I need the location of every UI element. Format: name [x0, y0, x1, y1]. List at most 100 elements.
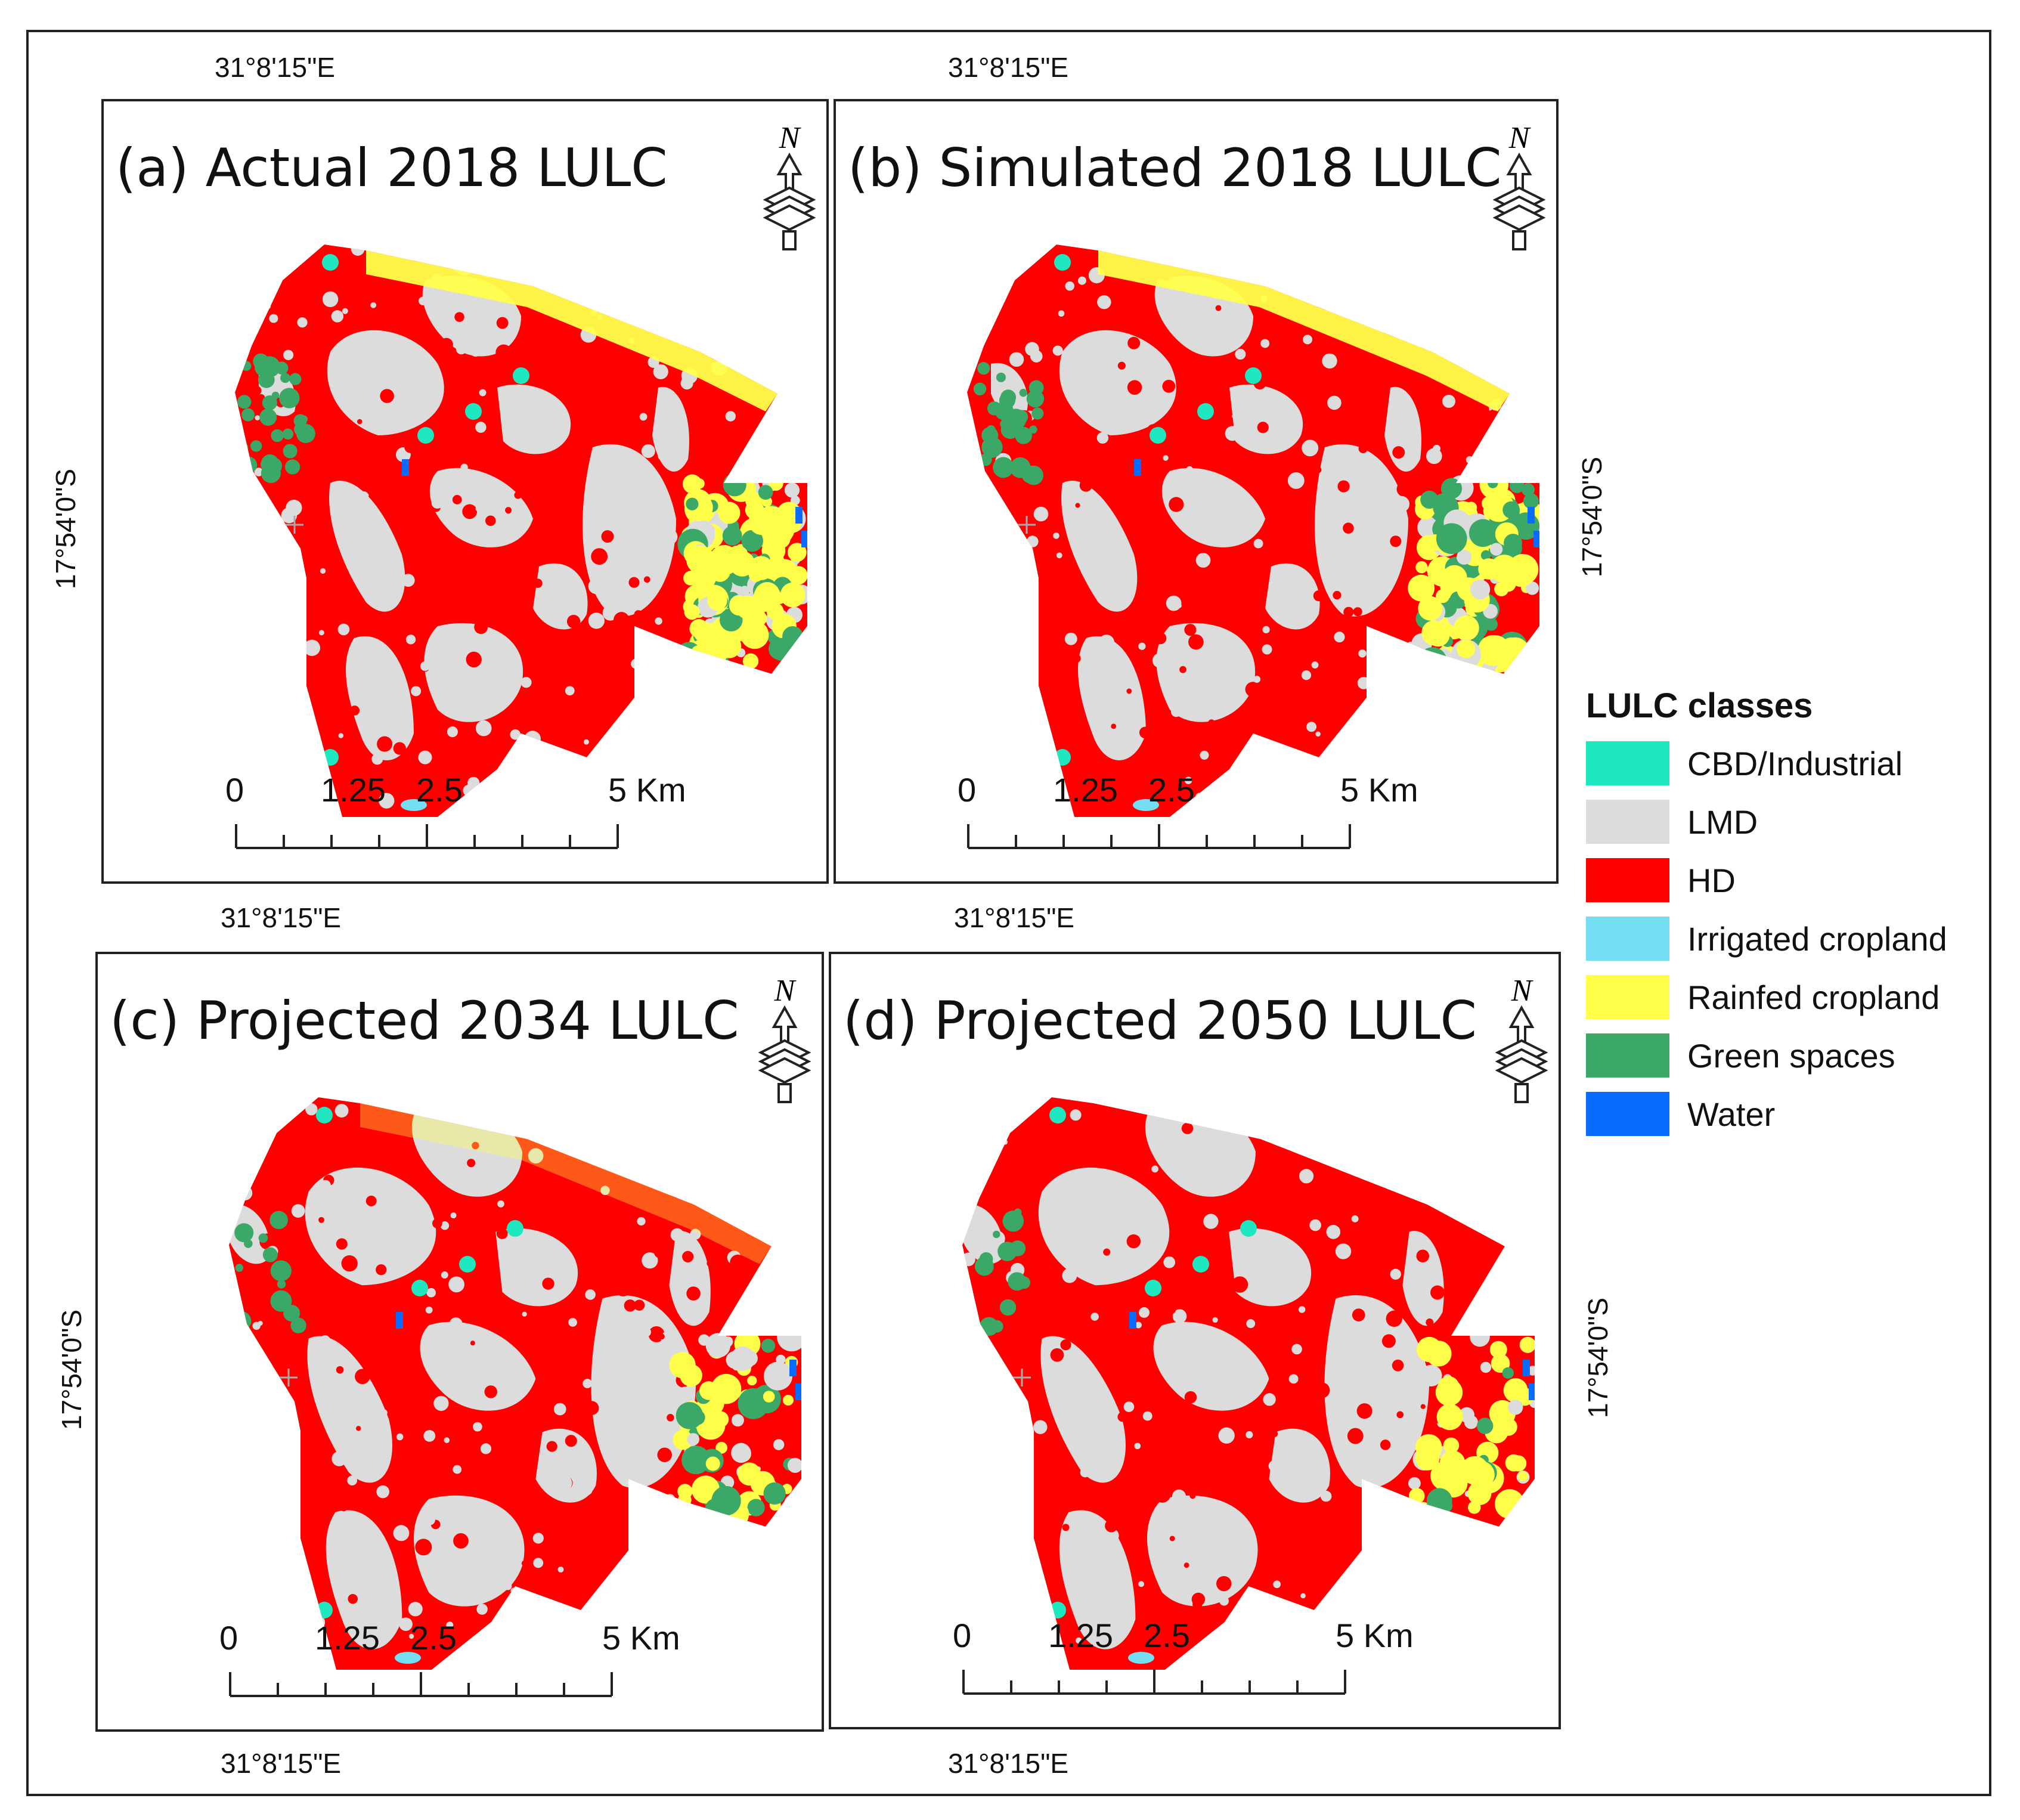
class-speckle — [466, 651, 482, 668]
class-speckle — [1523, 469, 1535, 481]
class-speckle — [441, 1563, 457, 1579]
class-speckle — [331, 378, 345, 392]
class-speckle — [1312, 1102, 1322, 1111]
class-speckle — [553, 246, 565, 258]
class-speckle — [282, 1391, 299, 1407]
class-speckle — [1192, 327, 1204, 339]
class-cropland-patch — [761, 1339, 776, 1353]
class-speckle — [972, 722, 985, 735]
class-green-space — [258, 1233, 268, 1243]
class-speckle — [1095, 793, 1107, 804]
lulc-raster-d — [962, 1097, 1535, 1670]
class-speckle — [1262, 626, 1270, 634]
class-speckle — [1416, 1249, 1430, 1262]
class-speckle — [783, 661, 793, 671]
class-speckle — [510, 1587, 518, 1595]
class-speckle — [595, 276, 608, 289]
class-speckle — [447, 726, 458, 738]
legend-swatch — [1586, 1092, 1669, 1136]
class-speckle — [255, 1581, 263, 1589]
class-speckle — [993, 704, 1005, 717]
north-arrow-icon: N — [755, 972, 814, 1112]
class-lmd-patch — [1229, 1228, 1312, 1307]
class-speckle — [1381, 1574, 1390, 1583]
class-speckle — [1424, 809, 1430, 815]
class-speckle — [979, 566, 993, 580]
class-green-space — [285, 459, 300, 475]
class-speckle — [235, 716, 247, 728]
class-speckle — [708, 448, 718, 459]
class-green-space — [262, 395, 277, 410]
class-cropland-patch — [782, 1394, 794, 1406]
class-speckle — [1154, 1486, 1171, 1503]
class-speckle — [250, 252, 257, 259]
class-speckle — [524, 731, 541, 747]
class-cbd-patch — [1049, 1107, 1066, 1123]
class-speckle — [1212, 1317, 1218, 1323]
class-cropland-patch — [673, 1429, 693, 1450]
class-green-space — [290, 1317, 306, 1333]
class-speckle — [250, 304, 260, 314]
map-panel-c: (c) Projected 2034 LULC N 0 1.25 2.5 5 Km — [95, 952, 824, 1732]
class-speckle — [351, 244, 365, 256]
class-speckle — [1525, 1619, 1535, 1636]
lulc-map-a — [235, 244, 807, 817]
class-speckle — [559, 354, 566, 362]
class-speckle — [1374, 723, 1382, 731]
class-speckle — [303, 244, 318, 253]
class-cropland-patch — [1488, 478, 1498, 488]
class-speckle — [346, 352, 351, 358]
class-cropland-patch — [1443, 1437, 1460, 1454]
class-speckle — [1090, 1313, 1099, 1321]
class-cbd-patch — [417, 427, 434, 444]
class-speckle — [998, 336, 1012, 349]
class-cropland-patch — [1523, 493, 1539, 509]
class-speckle — [974, 1097, 986, 1107]
class-speckle — [334, 1104, 349, 1118]
class-speckle — [1138, 642, 1146, 650]
class-speckle — [1324, 1150, 1331, 1156]
class-cropland-patch — [1415, 1446, 1440, 1471]
class-cropland-patch — [729, 551, 755, 577]
class-lmd-patch — [414, 1495, 525, 1607]
class-cropland-patch — [1439, 1450, 1466, 1477]
class-speckle — [1243, 660, 1248, 666]
class-speckle — [1002, 1139, 1008, 1145]
north-arrow-icon: N — [1492, 972, 1551, 1112]
class-speckle — [405, 634, 416, 645]
class-speckle — [643, 576, 650, 583]
class-speckle — [1128, 695, 1141, 707]
scale-tick-label: 1.25 — [321, 771, 386, 809]
class-speckle — [686, 1100, 699, 1113]
class-speckle — [454, 312, 464, 322]
class-speckle — [1405, 475, 1418, 488]
class-green-space — [261, 457, 276, 472]
mid-lon-label-a: 31°8'15"E — [221, 902, 342, 933]
class-speckle — [741, 768, 747, 774]
class-speckle — [275, 1479, 284, 1487]
class-speckle — [637, 1139, 649, 1150]
class-speckle — [281, 507, 298, 524]
class-green-space — [993, 1230, 1000, 1239]
legend-item: Irrigated cropland — [1586, 909, 1947, 968]
class-speckle — [254, 468, 264, 476]
class-speckle — [450, 1212, 457, 1219]
class-speckle — [542, 1277, 554, 1290]
class-green-space — [986, 425, 996, 435]
class-cropland-patch — [780, 582, 805, 608]
class-speckle — [336, 1238, 348, 1250]
class-speckle — [475, 720, 492, 736]
class-water-body — [1523, 1360, 1530, 1376]
class-speckle — [407, 1209, 422, 1224]
class-speckle — [1458, 1528, 1474, 1544]
scale-tick-label: 1.25 — [315, 1619, 380, 1657]
class-speckle — [1513, 453, 1528, 468]
class-speckle — [1336, 1608, 1343, 1615]
class-speckle — [248, 1389, 256, 1397]
class-green-space — [979, 1317, 999, 1336]
class-speckle — [1488, 1221, 1504, 1237]
class-speckle — [388, 417, 395, 424]
class-speckle — [453, 1481, 466, 1493]
class-speckle — [1390, 536, 1402, 547]
class-green-space — [973, 382, 987, 396]
